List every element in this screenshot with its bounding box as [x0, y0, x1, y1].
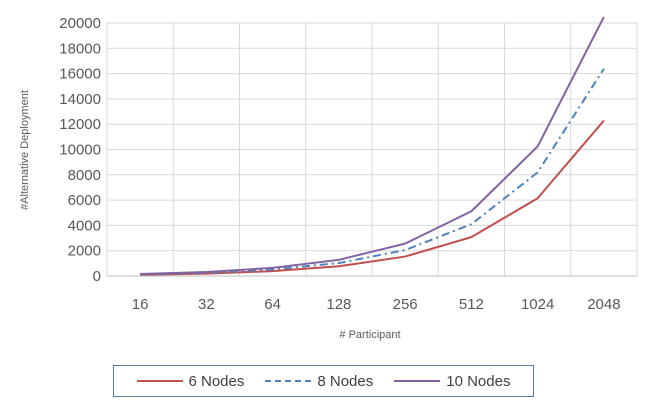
x-tick-label: 32: [198, 296, 215, 313]
legend-label: 6 Nodes: [188, 372, 245, 390]
legend-swatch-6-nodes: [136, 380, 183, 382]
x-tick-label: 64: [264, 296, 281, 313]
y-tick-label: 18000: [59, 40, 101, 57]
x-axis-title: # Participant: [339, 329, 400, 341]
grid-lines: [106, 22, 638, 277]
legend-item-10-nodes: 10 Nodes: [394, 373, 510, 390]
y-tick-label: 16000: [59, 66, 101, 83]
legend-item-6-nodes: 6 Nodes: [136, 372, 245, 390]
y-tick-label: 6000: [68, 192, 101, 209]
y-tick-label: 8000: [68, 167, 101, 184]
y-tick-label: 4000: [68, 217, 101, 234]
y-axis-title: #Alternative Deployment: [19, 90, 31, 210]
legend-label: 8 Nodes: [317, 372, 374, 390]
x-tick-label: 256: [393, 296, 418, 313]
x-tick-label: 16: [132, 296, 149, 313]
series-line: [140, 16, 605, 275]
legend-item-8-nodes: 8 Nodes: [265, 373, 373, 390]
y-tick-label: 14000: [59, 91, 101, 108]
y-tick-label: 12000: [59, 116, 101, 133]
x-tick-label: 2048: [587, 296, 620, 313]
y-axis-ticks: 0 2000 4000 6000 8000 10000 12000 14000 16000 180…: [59, 15, 101, 285]
y-tick-label: 20000: [59, 15, 101, 32]
y-tick-label: 10000: [59, 142, 101, 159]
series-lines: [140, 16, 605, 276]
x-tick-label: 512: [459, 296, 484, 313]
x-tick-label: 128: [326, 296, 351, 313]
x-axis-ticks: 16 32 64 128 256 512 1024 2048: [132, 296, 621, 313]
y-tick-label: 2000: [68, 243, 101, 260]
y-tick-label: 0: [93, 268, 101, 285]
legend-swatch-10-nodes: [394, 380, 441, 382]
legend: 6 Nodes 8 Nodes 10 Nodes: [113, 365, 534, 397]
legend-label: 10 Nodes: [446, 372, 511, 390]
legend-swatch-8-nodes: [265, 380, 312, 382]
x-tick-label: 1024: [521, 296, 554, 313]
